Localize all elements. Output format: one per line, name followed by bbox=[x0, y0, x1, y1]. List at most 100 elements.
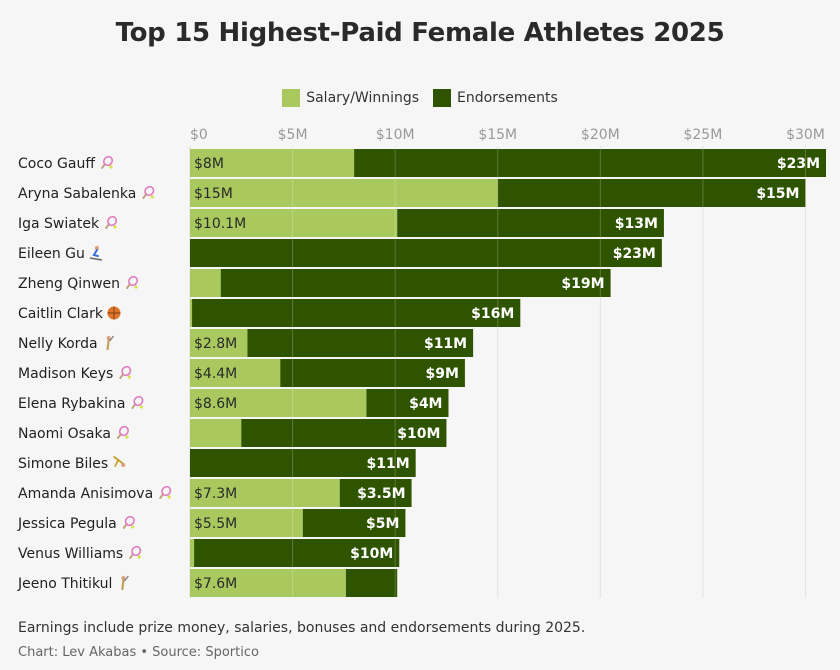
gridlines-overlay bbox=[292, 146, 806, 598]
data-label-endorsements: $19M bbox=[561, 276, 604, 292]
tennis-icon bbox=[116, 425, 129, 439]
tennis-icon bbox=[126, 275, 139, 289]
footnote: Earnings include prize money, salaries, … bbox=[18, 620, 586, 636]
racket-head bbox=[124, 515, 135, 527]
data-label-salary: $10.1M bbox=[194, 216, 246, 232]
x-tick-label: $10M bbox=[376, 127, 415, 143]
category-label: Caitlin Clark bbox=[18, 306, 104, 322]
bar-salary bbox=[190, 299, 193, 327]
x-tick-label: $15M bbox=[478, 127, 517, 143]
golf-club bbox=[109, 335, 115, 342]
tennis-ball bbox=[131, 525, 135, 529]
tennis-icon bbox=[122, 515, 135, 529]
tennis-ball bbox=[125, 435, 129, 439]
tennis-icon bbox=[105, 215, 118, 229]
category-label: Jeeno Thitikul bbox=[17, 576, 112, 592]
data-label-endorsements: $9M bbox=[425, 366, 458, 382]
racket-head bbox=[131, 545, 142, 557]
bar-endorsements bbox=[220, 269, 611, 297]
racket-head bbox=[133, 395, 144, 407]
bar-endorsements bbox=[497, 179, 806, 207]
data-label-endorsements: $11M bbox=[367, 456, 410, 472]
category-label: Aryna Sabalenka bbox=[18, 186, 136, 202]
category-label: Coco Gauff bbox=[18, 156, 95, 172]
racket-head bbox=[128, 275, 139, 287]
golfer-head bbox=[106, 336, 111, 340]
data-label-endorsements: $15M bbox=[756, 186, 799, 202]
data-label-endorsements: $10M bbox=[350, 546, 393, 562]
data-label-endorsements: $10M bbox=[397, 426, 440, 442]
gymnast-head bbox=[121, 463, 126, 467]
data-label-salary: $7.3M bbox=[194, 486, 237, 502]
legend-item-salary: Salary/Winnings bbox=[282, 89, 419, 107]
bar-salary bbox=[190, 539, 195, 567]
golfer-body bbox=[106, 338, 110, 351]
category-label: Iga Swiatek bbox=[18, 216, 100, 232]
golf-club bbox=[123, 575, 129, 582]
category-label: Jessica Pegula bbox=[17, 516, 117, 532]
ball-seams bbox=[107, 306, 121, 320]
tennis-ball bbox=[137, 555, 141, 559]
racket-head bbox=[144, 185, 155, 197]
bar-endorsements bbox=[339, 479, 412, 507]
tennis-ball bbox=[127, 375, 131, 379]
bar-salary bbox=[190, 209, 398, 237]
tennis-icon bbox=[129, 545, 142, 559]
bar-salary bbox=[190, 329, 248, 357]
bar-chart: $0 $5M $10M $15M $20M $25M $30M Coco Gauff $8M $2… bbox=[17, 127, 826, 598]
racket-head bbox=[121, 365, 132, 377]
bar-salary bbox=[190, 509, 303, 537]
gymnastics-icon bbox=[113, 456, 126, 467]
racket-head bbox=[107, 215, 118, 227]
bar-salary bbox=[190, 479, 340, 507]
data-label-salary: $8.6M bbox=[194, 396, 237, 412]
bar-endorsements bbox=[247, 329, 474, 357]
data-label-endorsements: $16M bbox=[471, 306, 514, 322]
racket-head bbox=[161, 485, 172, 497]
bar-endorsements bbox=[241, 419, 447, 447]
legend-label-salary: Salary/Winnings bbox=[306, 90, 420, 106]
bar-endorsements bbox=[302, 509, 406, 537]
category-label: Amanda Anisimova bbox=[18, 486, 153, 502]
category-label: Madison Keys bbox=[18, 366, 113, 382]
tennis-ball bbox=[150, 195, 154, 199]
data-label-salary: $8M bbox=[194, 156, 224, 172]
skis bbox=[89, 257, 103, 261]
x-tick-label: $30M bbox=[786, 127, 825, 143]
data-label-endorsements: $23M bbox=[777, 156, 820, 172]
category-label: Elena Rybakina bbox=[18, 396, 125, 412]
bar-salary bbox=[190, 149, 355, 177]
bar-endorsements bbox=[280, 359, 465, 387]
legend-item-endorsements: Endorsements bbox=[433, 89, 558, 107]
racket-head bbox=[118, 425, 129, 437]
data-label-salary: $4.4M bbox=[194, 366, 237, 382]
x-tick-label: $0 bbox=[190, 127, 208, 143]
data-label-endorsements: $3.5M bbox=[357, 486, 405, 502]
tennis-ball bbox=[113, 225, 117, 229]
gymnast-arm bbox=[114, 459, 120, 467]
category-label: Nelly Korda bbox=[18, 336, 98, 352]
legend-swatch-endorsements bbox=[433, 89, 452, 107]
ski-icon bbox=[89, 246, 103, 261]
data-label-salary: $15M bbox=[194, 186, 233, 202]
golfer-body bbox=[121, 578, 125, 591]
basketball-icon bbox=[107, 306, 121, 320]
bar-salary bbox=[190, 269, 221, 297]
x-tick-label: $20M bbox=[581, 127, 620, 143]
tennis-icon bbox=[131, 395, 144, 409]
chart-title: Top 15 Highest-Paid Female Athletes 2025 bbox=[115, 18, 725, 48]
tennis-ball bbox=[134, 285, 138, 289]
legend: Salary/Winnings Endorsements bbox=[0, 89, 840, 107]
tennis-icon bbox=[119, 365, 132, 379]
golf-icon bbox=[121, 575, 129, 591]
bar-salary bbox=[190, 569, 346, 597]
bar-salary bbox=[190, 359, 281, 387]
data-label-endorsements: $23M bbox=[613, 246, 656, 262]
bar-salary bbox=[190, 389, 367, 417]
data-label-salary: $2.8M bbox=[194, 336, 237, 352]
bar-salary bbox=[190, 419, 242, 447]
category-label: Simone Biles bbox=[18, 456, 108, 472]
data-label-endorsements: $4M bbox=[409, 396, 442, 412]
bar-salary bbox=[190, 179, 498, 207]
bar-endorsements bbox=[190, 239, 662, 267]
